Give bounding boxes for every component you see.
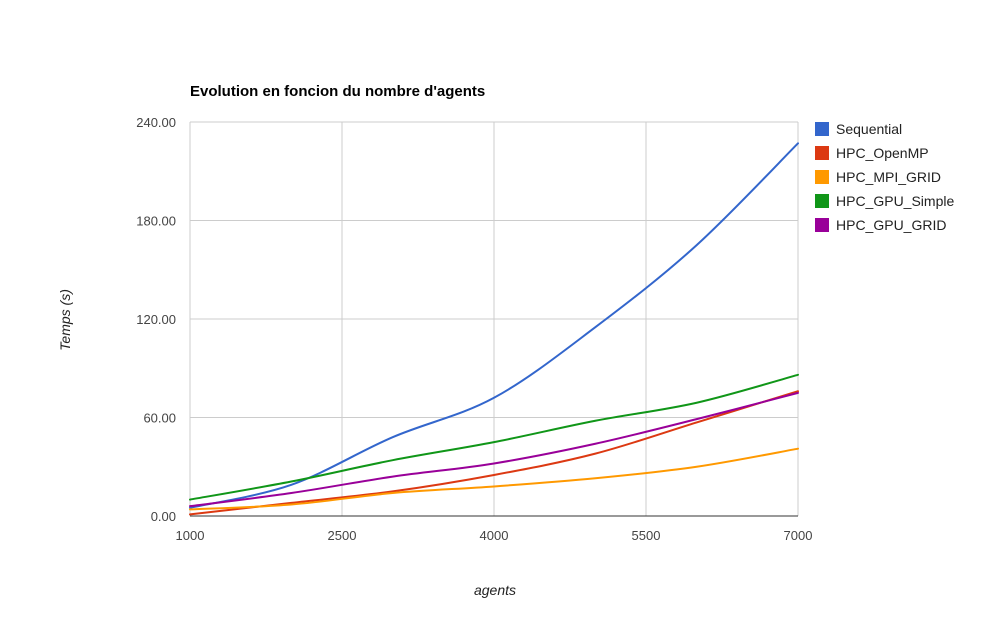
series-line-hpc-mpi-grid xyxy=(189,447,799,511)
y-axis-ticks: 0.00 60.00 120.00 180.00 240.00 xyxy=(136,115,176,524)
series-line-hpc-gpu-grid xyxy=(189,391,799,508)
legend-label-hpc-gpu-simple: HPC_GPU_Simple xyxy=(836,193,954,209)
y-tick-label: 240.00 xyxy=(136,115,176,130)
y-tick-label: 0.00 xyxy=(151,509,176,524)
legend: Sequential HPC_OpenMP HPC_MPI_GRID HPC_GPU_… xyxy=(815,121,954,233)
legend-swatch-hpc-gpu-grid xyxy=(815,218,829,232)
legend-swatch-hpc-mpi-grid xyxy=(815,170,829,184)
x-tick-label: 7000 xyxy=(784,528,813,543)
legend-label-hpc-openmp: HPC_OpenMP xyxy=(836,145,929,161)
legend-label-sequential: Sequential xyxy=(836,121,902,137)
y-tick-label: 60.00 xyxy=(143,411,176,426)
chart-title: Evolution en foncion du nombre d'agents xyxy=(190,83,485,100)
gridlines xyxy=(189,121,799,517)
series-line-sequential xyxy=(189,142,799,509)
x-tick-label: 2500 xyxy=(328,528,357,543)
x-axis-ticks: 1000 2500 4000 5500 7000 xyxy=(176,528,813,543)
legend-label-hpc-gpu-grid: HPC_GPU_GRID xyxy=(836,217,946,233)
y-tick-label: 120.00 xyxy=(136,312,176,327)
x-tick-label: 5500 xyxy=(632,528,661,543)
series-line-hpc-openmp xyxy=(189,390,799,516)
legend-label-hpc-mpi-grid: HPC_MPI_GRID xyxy=(836,169,941,185)
x-axis-label: agents xyxy=(474,582,516,598)
legend-swatch-hpc-openmp xyxy=(815,146,829,160)
legend-swatch-sequential xyxy=(815,122,829,136)
series-line-hpc-gpu-simple xyxy=(189,373,799,501)
y-axis-label: Temps (s) xyxy=(57,289,73,351)
x-tick-label: 1000 xyxy=(176,528,205,543)
x-tick-label: 4000 xyxy=(480,528,509,543)
y-tick-label: 180.00 xyxy=(136,214,176,229)
series-lines xyxy=(189,142,799,516)
legend-swatch-hpc-gpu-simple xyxy=(815,194,829,208)
